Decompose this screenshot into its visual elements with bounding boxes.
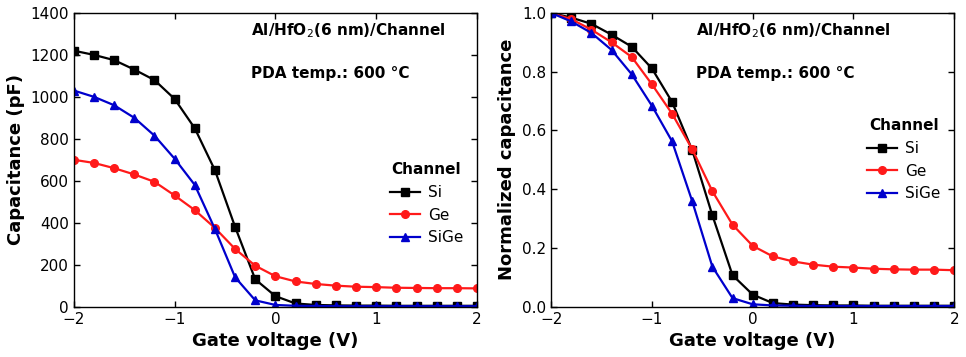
Y-axis label: Normalized capacitance: Normalized capacitance (498, 39, 517, 281)
Text: PDA temp.: 600 °C: PDA temp.: 600 °C (251, 66, 410, 81)
Text: Al/HfO$_2$(6 nm)/Channel: Al/HfO$_2$(6 nm)/Channel (251, 22, 446, 40)
Text: Al/HfO$_2$(6 nm)/Channel: Al/HfO$_2$(6 nm)/Channel (696, 22, 891, 40)
X-axis label: Gate voltage (V): Gate voltage (V) (192, 332, 358, 350)
Text: PDA temp.: 600 °C: PDA temp.: 600 °C (696, 66, 855, 81)
Legend: Si, Ge, SiGe: Si, Ge, SiGe (384, 156, 469, 251)
Legend: Si, Ge, SiGe: Si, Ge, SiGe (861, 112, 947, 207)
X-axis label: Gate voltage (V): Gate voltage (V) (669, 332, 836, 350)
Y-axis label: Capacitance (pF): Capacitance (pF) (7, 74, 25, 245)
